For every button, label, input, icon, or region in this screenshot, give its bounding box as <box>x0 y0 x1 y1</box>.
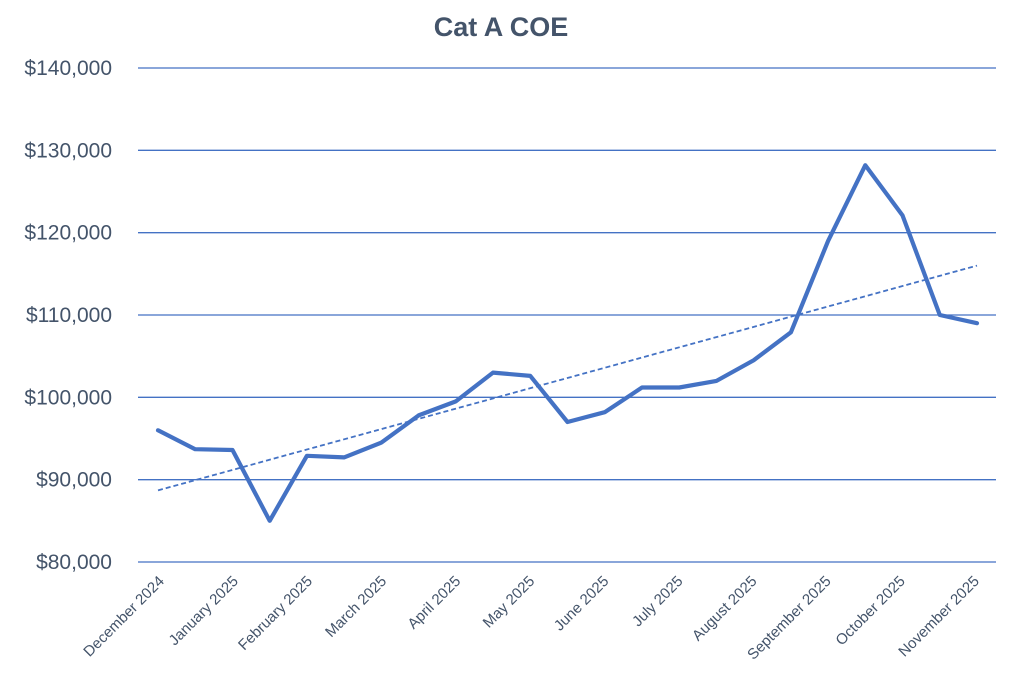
chart-title: Cat A COE <box>434 12 569 42</box>
x-tick-label: December 2024 <box>80 573 167 660</box>
x-tick-label: June 2025 <box>551 573 613 635</box>
x-tick-label: February 2025 <box>235 573 316 654</box>
y-tick-label: $110,000 <box>26 304 112 327</box>
x-tick-label: October 2025 <box>832 573 908 649</box>
y-tick-label: $130,000 <box>24 139 112 162</box>
x-tick-label: November 2025 <box>895 573 982 660</box>
y-tick-label: $140,000 <box>24 57 112 80</box>
x-tick-label: August 2025 <box>689 573 761 645</box>
gridlines <box>138 67 996 563</box>
y-axis-ticks: $80,000 $90,000 $100,000 $110,000 $120,000 $1… <box>24 57 112 574</box>
series-line-cat-a-coe <box>155 163 980 523</box>
x-tick-label: March 2025 <box>322 573 390 641</box>
x-tick-label: May 2025 <box>480 573 539 632</box>
trendline <box>157 264 978 492</box>
series-layer <box>155 163 980 523</box>
y-tick-label: $100,000 <box>24 386 112 409</box>
y-tick-label: $90,000 <box>36 469 112 492</box>
x-tick-label: January 2025 <box>166 573 242 649</box>
x-tick-label: April 2025 <box>404 573 464 633</box>
y-tick-label: $80,000 <box>36 551 112 574</box>
y-tick-label: $120,000 <box>24 222 112 245</box>
x-tick-label: July 2025 <box>629 573 686 630</box>
